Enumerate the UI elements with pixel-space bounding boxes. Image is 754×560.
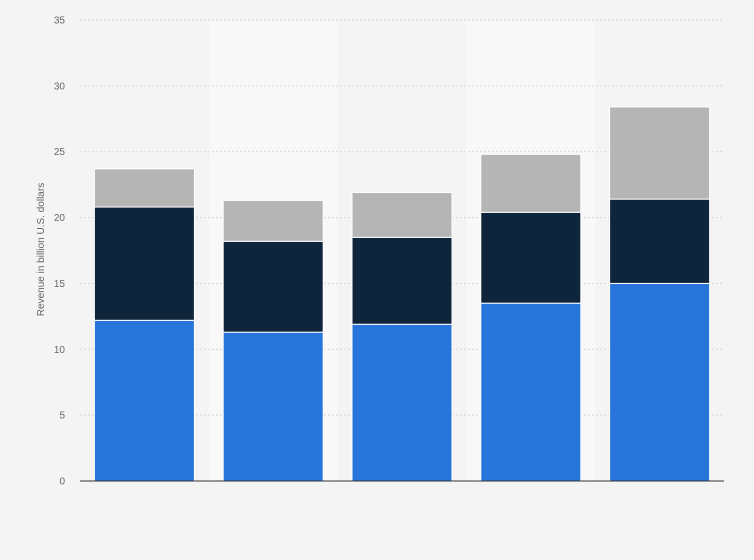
y-axis-title: Revenue in billion U.S. dollars: [36, 183, 47, 316]
bar-segment-2[interactable]: [609, 198, 711, 284]
bar-segment-2[interactable]: [480, 211, 582, 304]
y-tick-label: 30: [54, 81, 66, 92]
y-axis-ticks: 0 5 10 15 20 25 30 35: [54, 16, 66, 488]
bar-segment-3[interactable]: [351, 192, 453, 238]
bar-segment-1[interactable]: [480, 302, 582, 482]
bar-segment-1[interactable]: [351, 323, 453, 482]
bar-segment-3[interactable]: [93, 168, 195, 208]
bar-segment-3[interactable]: [480, 153, 582, 213]
bar-segment-2[interactable]: [351, 236, 453, 325]
bars: [93, 106, 711, 482]
y-tick-label: 25: [54, 147, 66, 158]
y-tick-label: 5: [59, 411, 65, 422]
y-tick-label: 0: [59, 477, 65, 488]
bar-segment-3[interactable]: [609, 106, 711, 200]
y-tick-label: 20: [54, 213, 66, 224]
bar-segment-2[interactable]: [93, 206, 195, 321]
bar-segment-1[interactable]: [93, 319, 195, 482]
y-tick-label: 35: [54, 16, 66, 27]
y-tick-label: 15: [54, 279, 66, 290]
bar-segment-1[interactable]: [609, 282, 711, 482]
bar-segment-2[interactable]: [222, 240, 324, 333]
bar-segment-3[interactable]: [222, 199, 324, 242]
bar-segment-1[interactable]: [222, 331, 324, 482]
y-tick-label: 10: [54, 345, 66, 356]
